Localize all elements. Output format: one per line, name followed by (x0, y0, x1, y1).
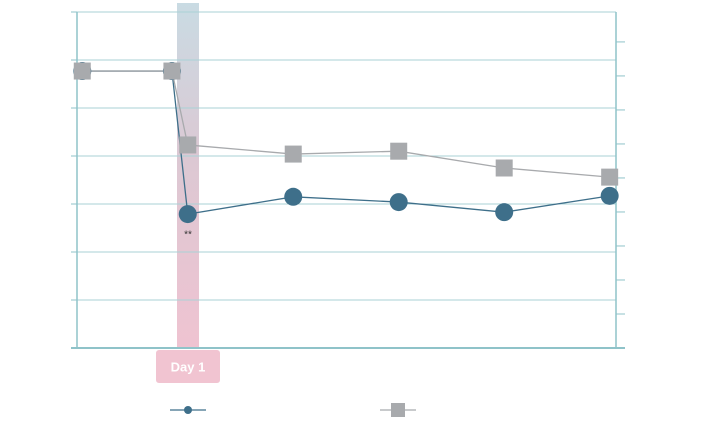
point (178, 205, 197, 224)
point (495, 159, 513, 177)
point (179, 136, 197, 154)
point (601, 168, 619, 186)
point (284, 187, 303, 206)
point (73, 62, 91, 80)
annotation: ** (184, 230, 192, 241)
series-line (82, 70, 610, 178)
legend-marker (391, 403, 405, 417)
legend-marker (184, 406, 192, 414)
point (389, 193, 408, 212)
point (284, 145, 302, 163)
day-label: Day 1 (171, 359, 206, 374)
day-band (177, 3, 199, 348)
point (600, 186, 619, 205)
day-label-box (156, 350, 220, 383)
point (163, 62, 181, 80)
series-line (82, 70, 610, 215)
point (495, 203, 514, 222)
point (390, 142, 408, 160)
